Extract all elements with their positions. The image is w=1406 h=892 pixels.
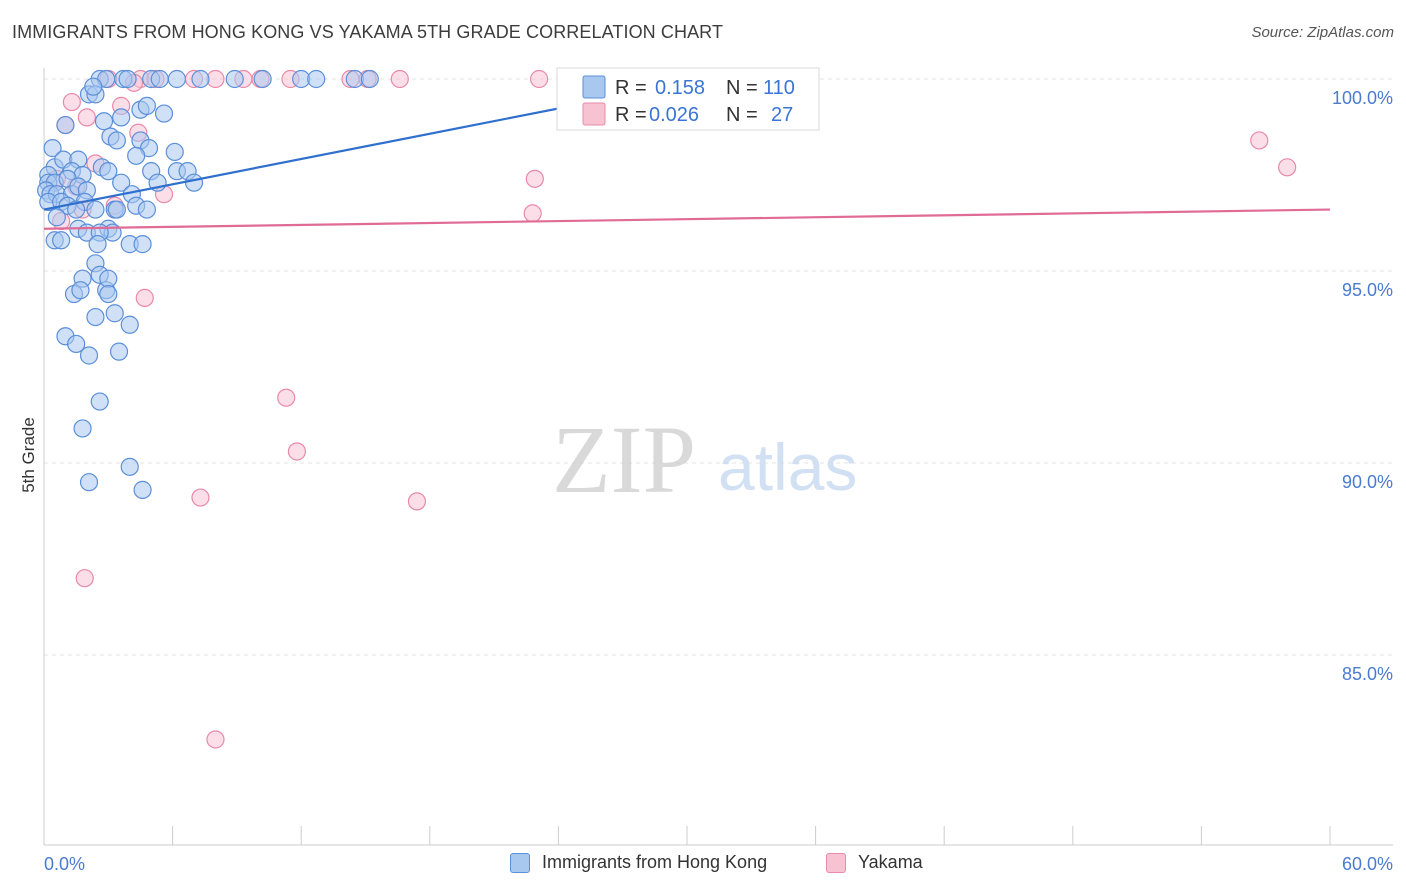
hong-kong-point xyxy=(94,112,114,131)
series-hong-kong-points xyxy=(37,69,714,499)
yakama-point xyxy=(277,388,296,407)
hong-kong-point xyxy=(86,200,105,219)
hong-kong-point xyxy=(154,104,174,123)
legend-n-value-2: 27 xyxy=(771,104,793,126)
hong-kong-point xyxy=(56,115,75,135)
legend-r-label-2: R = xyxy=(615,104,647,126)
hong-kong-point xyxy=(127,146,146,165)
y-tick-label-2: 90.0% xyxy=(1342,472,1393,492)
yakama-point xyxy=(191,488,210,507)
yakama-point xyxy=(407,492,427,511)
hong-kong-point xyxy=(99,284,118,304)
gridlines xyxy=(44,78,1393,656)
yakama-point xyxy=(390,69,409,89)
y-axis-title: 5th Grade xyxy=(19,417,38,493)
hong-kong-point xyxy=(47,208,66,227)
hong-kong-point xyxy=(165,142,184,162)
hong-kong-point xyxy=(307,69,326,89)
yakama-point xyxy=(77,108,96,127)
hong-kong-point xyxy=(150,69,169,89)
x-tick-label-min: 0.0% xyxy=(44,854,85,874)
legend-swatch-yakama xyxy=(826,852,846,873)
legend-n-value-1: 110 xyxy=(763,77,795,99)
hong-kong-point xyxy=(225,69,244,89)
correlation-legend: R = 0.158 N = 110 R = 0.026 N = 27 xyxy=(556,67,820,131)
hong-kong-point xyxy=(67,334,86,354)
hong-kong-point xyxy=(79,473,99,492)
legend-label-yakama: Yakama xyxy=(858,852,923,872)
hong-kong-point xyxy=(253,69,272,89)
hong-kong-point xyxy=(167,69,186,89)
watermark-atlas: atlas xyxy=(718,430,857,504)
legend-n-label-1: N = xyxy=(726,77,758,99)
hong-kong-point xyxy=(79,346,99,365)
legend-r-label-1: R = xyxy=(615,77,647,99)
chart-title: IMMIGRANTS FROM HONG KONG VS YAKAMA 5TH … xyxy=(12,22,724,42)
hong-kong-point xyxy=(133,480,152,499)
x-tick-label-max: 60.0% xyxy=(1342,854,1393,874)
watermark-zip: ZIP xyxy=(552,406,696,513)
hong-kong-point xyxy=(105,304,124,323)
y-tick-labels: 100.0% 95.0% 90.0% 85.0% xyxy=(1332,88,1393,684)
trend-line-yakama xyxy=(43,208,1331,230)
hong-kong-point xyxy=(99,162,118,181)
hong-kong-point xyxy=(71,281,90,300)
hong-kong-point xyxy=(99,269,118,288)
yakama-point xyxy=(287,442,307,461)
hong-kong-point xyxy=(52,231,71,250)
source-label: Source: ZipAtlas.com xyxy=(1251,24,1394,41)
hong-kong-point xyxy=(84,77,103,96)
legend-n-label-2: N = xyxy=(726,104,758,126)
legend-swatch-hong-kong xyxy=(510,852,530,873)
yakama-point xyxy=(1278,158,1297,177)
hong-kong-point xyxy=(107,131,126,150)
legend-item-hong-kong: Immigrants from Hong Kong xyxy=(510,852,767,873)
hong-kong-point xyxy=(107,200,126,219)
yakama-point xyxy=(530,69,549,89)
hong-kong-point xyxy=(137,96,156,115)
legend-label-hong-kong: Immigrants from Hong Kong xyxy=(542,852,768,872)
legend-item-yakama: Yakama xyxy=(826,852,923,873)
hong-kong-point xyxy=(120,315,139,334)
yakama-point xyxy=(206,730,225,749)
y-tick-label-0: 100.0% xyxy=(1332,88,1393,108)
y-tick-label-3: 85.0% xyxy=(1342,664,1393,684)
hong-kong-point xyxy=(73,419,92,438)
hong-kong-point xyxy=(112,108,131,127)
yakama-point xyxy=(135,288,154,307)
hong-kong-point xyxy=(120,457,139,476)
hong-kong-point xyxy=(184,173,204,192)
y-tick-label-1: 95.0% xyxy=(1342,280,1393,300)
legend-r-value-2: 0.026 xyxy=(649,104,699,126)
yakama-point xyxy=(523,204,542,223)
legend-swatch-blue xyxy=(582,75,606,99)
yakama-point xyxy=(525,169,544,188)
hong-kong-point xyxy=(90,392,109,411)
yakama-point xyxy=(75,569,94,588)
hong-kong-point xyxy=(137,200,156,219)
legend-r-value-1: 0.158 xyxy=(655,77,705,99)
hong-kong-point xyxy=(88,235,107,254)
hong-kong-point xyxy=(67,200,86,219)
hong-kong-point xyxy=(109,342,129,361)
hong-kong-point xyxy=(86,307,105,327)
series-legend: Immigrants from Hong Kong Yakama xyxy=(0,850,1406,880)
yakama-point xyxy=(62,92,81,112)
hong-kong-point xyxy=(43,139,62,158)
hong-kong-point xyxy=(112,173,131,192)
hong-kong-point xyxy=(118,69,137,89)
hong-kong-point xyxy=(360,69,379,89)
hong-kong-point xyxy=(191,69,210,89)
hong-kong-point xyxy=(133,235,152,254)
yakama-point xyxy=(1250,131,1269,150)
legend-swatch-pink xyxy=(582,102,606,126)
